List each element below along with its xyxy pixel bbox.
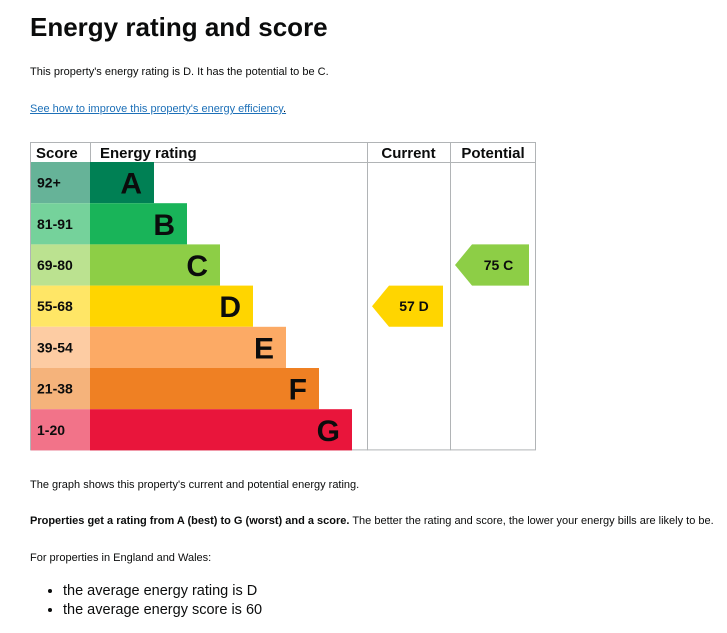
header-current: Current xyxy=(381,145,435,162)
rating-bar-b xyxy=(90,203,187,245)
score-range-f: 21-38 xyxy=(37,381,73,397)
current-rating-arrow xyxy=(372,285,443,327)
potential-rating-arrow xyxy=(455,244,529,286)
potential-rating-label: 75 C xyxy=(484,257,514,273)
score-cell-c xyxy=(31,244,90,286)
score-cell-f xyxy=(31,368,90,410)
rating-explainer-bold: Properties get a rating from A (best) to… xyxy=(30,515,350,527)
rating-letter-e: E xyxy=(254,332,274,365)
rating-bar-g xyxy=(90,409,352,451)
score-cell-d xyxy=(31,285,90,327)
improve-efficiency-paragraph: See how to improve this property's energ… xyxy=(30,103,286,115)
rating-bar-a xyxy=(90,162,154,204)
rating-letter-d: D xyxy=(219,291,241,324)
page-title: Energy rating and score xyxy=(30,12,328,42)
rating-bar-d xyxy=(90,285,253,327)
score-range-d: 55-68 xyxy=(37,298,73,314)
improve-efficiency-link[interactable]: See how to improve this property's energ… xyxy=(30,103,283,115)
current-rating-label: 57 D xyxy=(399,298,429,314)
averages-list: the average energy rating is D the avera… xyxy=(30,582,262,620)
score-cell-a xyxy=(31,162,90,204)
header-potential: Potential xyxy=(461,145,524,162)
rating-explainer-rest: The better the rating and score, the low… xyxy=(349,515,714,527)
rating-letter-g: G xyxy=(317,415,340,448)
rating-bar-e xyxy=(90,326,286,368)
rating-letter-b: B xyxy=(153,209,175,242)
header-score: Score xyxy=(36,145,78,162)
rating-letter-a: A xyxy=(120,168,142,201)
score-range-e: 39-54 xyxy=(37,339,73,355)
average-score-item: the average energy score is 60 xyxy=(63,601,262,620)
score-range-g: 1-20 xyxy=(37,422,65,438)
rating-bar-c xyxy=(90,244,220,286)
link-suffix: . xyxy=(282,103,287,115)
score-range-c: 69-80 xyxy=(37,257,73,273)
rating-summary: This property's energy rating is D. It h… xyxy=(30,66,329,78)
score-cell-e xyxy=(31,326,90,368)
average-rating-item: the average energy rating is D xyxy=(63,582,262,601)
rating-explainer: Properties get a rating from A (best) to… xyxy=(30,515,714,527)
header-energy-rating: Energy rating xyxy=(100,145,197,162)
score-cell-g xyxy=(31,409,90,451)
graph-caption: The graph shows this property's current … xyxy=(30,479,360,491)
rating-letter-c: C xyxy=(186,250,208,283)
score-range-b: 81-91 xyxy=(37,216,73,232)
region-note: For properties in England and Wales: xyxy=(30,552,212,564)
score-cell-b xyxy=(31,203,90,245)
rating-letter-f: F xyxy=(289,374,307,407)
rating-bar-f xyxy=(90,368,319,410)
score-range-a: 92+ xyxy=(37,175,61,191)
